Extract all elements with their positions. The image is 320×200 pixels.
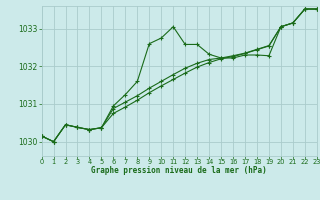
X-axis label: Graphe pression niveau de la mer (hPa): Graphe pression niveau de la mer (hPa)	[91, 166, 267, 175]
